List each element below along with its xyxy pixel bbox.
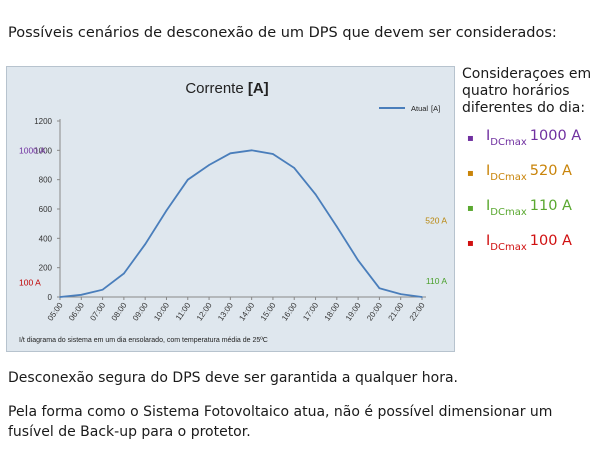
y-tick-label: 200 bbox=[39, 264, 53, 273]
data-point bbox=[80, 294, 83, 296]
legend-series-name: Atual bbox=[411, 104, 428, 113]
x-tick-label: 22:00 bbox=[408, 301, 427, 323]
x-tick-label: 05:00 bbox=[46, 301, 65, 323]
annotation-label: 110 A bbox=[426, 276, 447, 286]
annotation-label: 1000 A bbox=[19, 145, 46, 155]
x-tick-label: 12:00 bbox=[195, 301, 214, 323]
current-value: 110 A bbox=[529, 198, 572, 214]
annotation-label: 520 A bbox=[425, 216, 447, 226]
data-point bbox=[378, 287, 381, 289]
y-tick-label: 1200 bbox=[34, 117, 52, 126]
current-symbol: I bbox=[486, 233, 491, 249]
current-value: 520 A bbox=[529, 163, 572, 179]
current-subscript: DCmax bbox=[490, 242, 527, 253]
x-tick-label: 07:00 bbox=[88, 301, 107, 323]
square-bullet-icon: ▪ bbox=[467, 133, 474, 144]
legend-series-unit: [A] bbox=[431, 104, 440, 113]
current-symbol: I bbox=[486, 128, 491, 144]
scenario-list: ▪ IDCmax 1000 A ▪ IDCmax 520 A ▪ IDCmax 110 A ▪ ID… bbox=[462, 123, 598, 263]
x-tick-label: 06:00 bbox=[67, 301, 86, 323]
data-point bbox=[123, 272, 125, 275]
square-bullet-icon: ▪ bbox=[467, 203, 474, 214]
data-point bbox=[293, 167, 296, 169]
data-point bbox=[101, 288, 104, 291]
data-point bbox=[59, 296, 61, 298]
data-point bbox=[421, 296, 423, 298]
chart-title-unit: [A] bbox=[248, 80, 269, 97]
chart-canvas: Corrente [A] Atual [A] 0 200 400 600 800 1000… bbox=[19, 80, 447, 344]
scenario-item: ▪ IDCmax 1000 A bbox=[462, 123, 598, 158]
chart-footnote: I/t diagrama do sistema em um dia ensola… bbox=[19, 337, 268, 344]
current-symbol: I bbox=[486, 198, 491, 214]
scenario-label: IDCmax 100 A bbox=[486, 233, 572, 253]
current-value: 100 A bbox=[529, 233, 572, 249]
scenario-label: IDCmax 520 A bbox=[486, 163, 572, 183]
x-tick-label: 14:00 bbox=[237, 301, 256, 323]
y-tick-label: 1000 bbox=[34, 146, 52, 155]
chart-title: Corrente [A] bbox=[185, 80, 268, 97]
y-tick-label: 800 bbox=[39, 176, 53, 185]
data-point bbox=[336, 225, 338, 228]
scenario-label: IDCmax 1000 A bbox=[486, 128, 582, 148]
scenario-label: IDCmax 110 A bbox=[486, 198, 572, 218]
x-tick-label: 19:00 bbox=[344, 301, 363, 323]
series-line-atual bbox=[59, 149, 423, 298]
scenario-legend: Consideraçoes em quatro horários diferen… bbox=[462, 66, 598, 263]
square-bullet-icon: ▪ bbox=[467, 238, 474, 249]
data-point bbox=[208, 164, 210, 166]
data-point bbox=[165, 209, 168, 212]
y-tick-label: 400 bbox=[39, 234, 53, 243]
chart-title-text: Corrente bbox=[185, 80, 248, 97]
current-symbol: I bbox=[486, 163, 491, 179]
x-tick-label: 20:00 bbox=[365, 301, 384, 323]
scenario-item: ▪ IDCmax 110 A bbox=[462, 193, 598, 228]
current-subscript: DCmax bbox=[490, 207, 527, 218]
y-tick-label: 0 bbox=[48, 293, 53, 302]
data-point bbox=[357, 259, 359, 262]
chart-legend: Atual [A] bbox=[379, 104, 440, 113]
x-tick-label: 08:00 bbox=[110, 301, 129, 323]
annotation-label: 100 A bbox=[19, 277, 41, 287]
x-tick-label: 17:00 bbox=[301, 301, 320, 323]
current-subscript: DCmax bbox=[490, 137, 527, 148]
x-tick-label: 10:00 bbox=[152, 301, 171, 323]
y-tick-label: 600 bbox=[39, 205, 53, 214]
data-point bbox=[272, 153, 274, 155]
data-point bbox=[144, 243, 146, 245]
x-tick-label: 21:00 bbox=[386, 301, 405, 323]
current-subscript: DCmax bbox=[490, 172, 527, 183]
scenario-item: ▪ IDCmax 520 A bbox=[462, 158, 598, 193]
square-bullet-icon: ▪ bbox=[467, 168, 474, 179]
current-value: 1000 A bbox=[529, 128, 582, 144]
current-chart: Corrente [A] Atual [A] 0 200 400 600 800 1000… bbox=[6, 66, 455, 352]
backup-fuse-note: Pela forma como o Sistema Fotovoltaico a… bbox=[8, 404, 553, 440]
x-tick-label: 15:00 bbox=[259, 301, 278, 323]
safety-note: Desconexão segura do DPS deve ser garant… bbox=[8, 370, 458, 386]
data-point bbox=[229, 152, 232, 155]
data-point bbox=[314, 193, 317, 196]
data-point bbox=[250, 149, 253, 152]
x-tick-label: 09:00 bbox=[131, 301, 150, 323]
x-tick-label: 13:00 bbox=[216, 301, 235, 323]
x-tick-label: 16:00 bbox=[280, 301, 299, 323]
data-point bbox=[399, 293, 402, 295]
scenario-item: ▪ IDCmax 100 A bbox=[462, 228, 598, 263]
scenario-legend-title: Consideraçoes em quatro horários diferen… bbox=[462, 66, 592, 116]
x-tick-label: 11:00 bbox=[174, 301, 193, 323]
x-tick-label: 18:00 bbox=[323, 301, 342, 323]
data-point bbox=[186, 178, 189, 181]
page-heading: Possíveis cenários de desconexão de um D… bbox=[8, 25, 557, 41]
